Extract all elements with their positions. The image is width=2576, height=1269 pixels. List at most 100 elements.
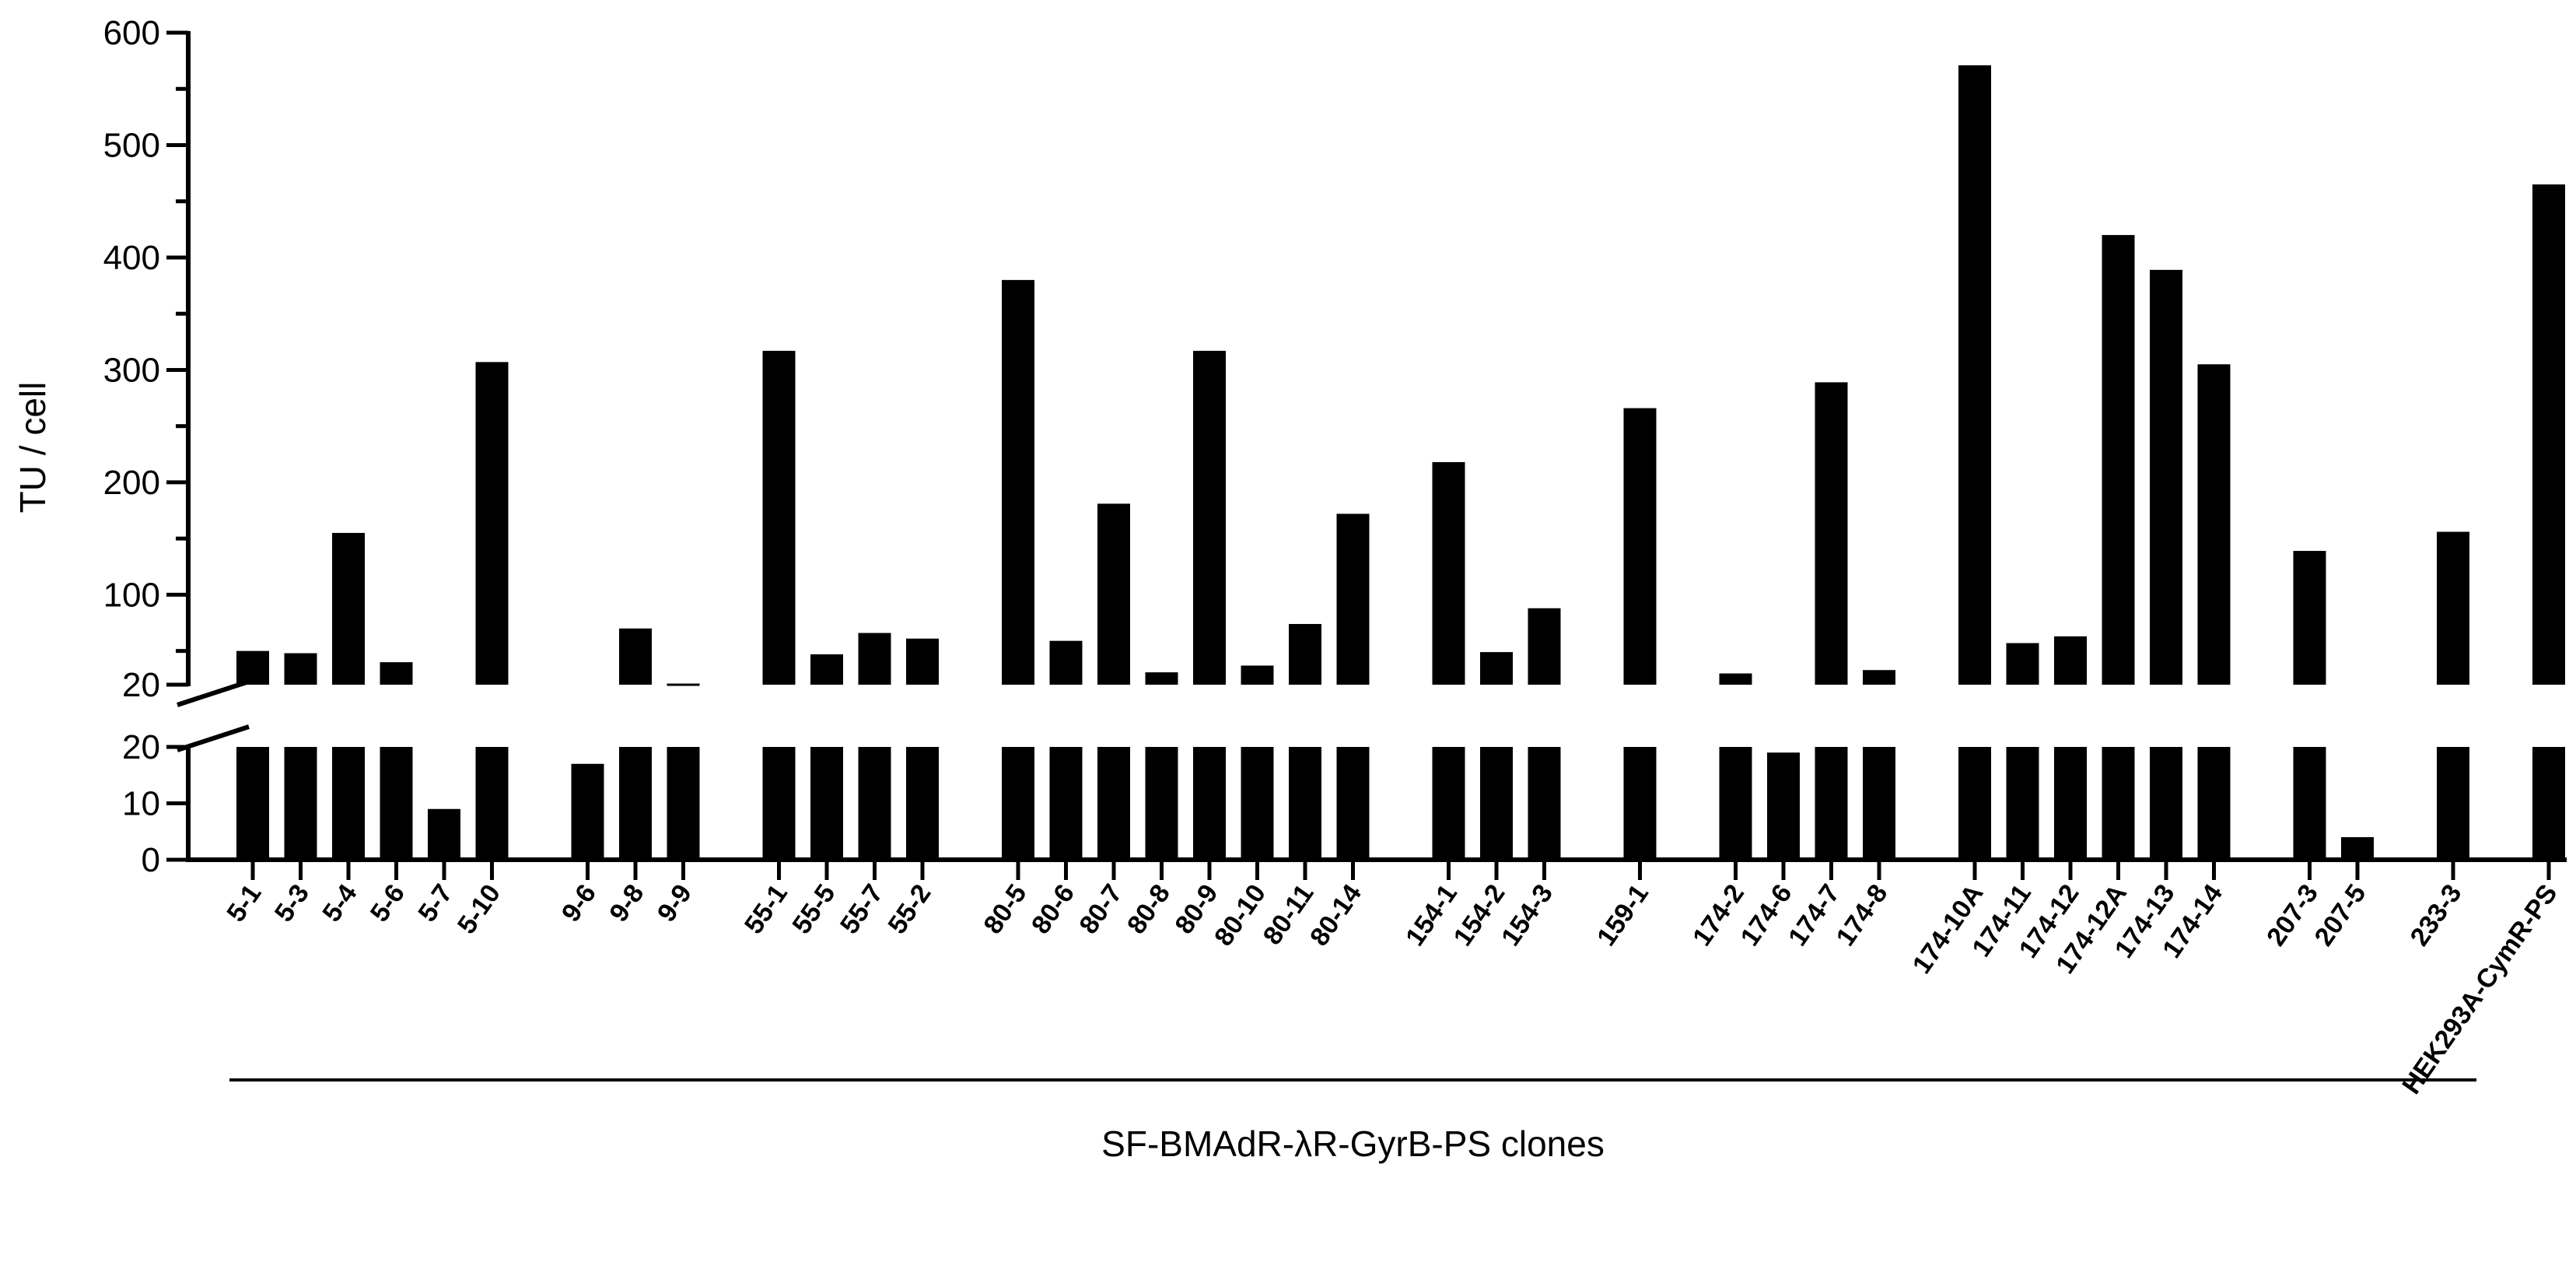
bar-174-12A bbox=[2102, 235, 2135, 685]
y-axis-title: TU / cell bbox=[12, 382, 53, 514]
bar-154-2-lower bbox=[1480, 747, 1513, 860]
bar-9-9 bbox=[667, 683, 700, 686]
bar-174-12 bbox=[2054, 636, 2087, 685]
bar-55-1 bbox=[762, 350, 796, 685]
y-tick-label: 100 bbox=[103, 576, 160, 614]
x-tick-label: 80-8 bbox=[1122, 879, 1176, 940]
bar-159-1-lower bbox=[1623, 747, 1657, 860]
bar-5-3 bbox=[284, 653, 317, 685]
x-tick-label: 80-11 bbox=[1258, 879, 1320, 951]
bar-80-7-lower bbox=[1097, 747, 1130, 860]
bar-80-10-lower bbox=[1241, 747, 1274, 860]
bar-174-10A-lower bbox=[1958, 747, 1991, 860]
bar-5-10 bbox=[475, 362, 509, 685]
break-slash-upper bbox=[177, 679, 250, 707]
y-axis-upper: 20 100 200 300 400 500 600 bbox=[103, 14, 191, 704]
y-axis-lower: 0 10 20 bbox=[122, 728, 191, 879]
bar-5-7 bbox=[428, 808, 460, 860]
y-tick-label: 10 bbox=[122, 785, 160, 823]
break-slash-lower bbox=[177, 724, 250, 752]
bar-80-14 bbox=[1336, 514, 1370, 685]
bar-154-2 bbox=[1480, 652, 1513, 685]
x-tick-label: 207-3 bbox=[2261, 879, 2324, 952]
bar-80-10 bbox=[1241, 665, 1274, 685]
bar-174-8 bbox=[1863, 670, 1895, 685]
bar-55-5 bbox=[810, 654, 843, 685]
x-tick-label: 154-2 bbox=[1448, 879, 1511, 952]
bar-207-3 bbox=[2293, 551, 2326, 685]
x-tick-label: 5-3 bbox=[269, 879, 315, 927]
bar-55-2-lower bbox=[906, 747, 939, 860]
x-tick-label: 55-5 bbox=[786, 879, 841, 940]
x-tick-label: 9-6 bbox=[556, 879, 602, 927]
x-tick-label: 233-3 bbox=[2405, 879, 2468, 952]
bar-5-1 bbox=[236, 650, 269, 685]
bar-174-2 bbox=[1719, 673, 1752, 685]
bars bbox=[236, 65, 2565, 860]
bar-174-11-lower bbox=[2006, 747, 2039, 860]
bar-174-10A bbox=[1958, 65, 1991, 685]
bar-55-7 bbox=[858, 633, 891, 685]
bar-5-4 bbox=[332, 532, 365, 685]
bar-154-1-lower bbox=[1432, 747, 1465, 860]
bar-174-14 bbox=[2197, 364, 2231, 685]
bar-80-11-lower bbox=[1289, 747, 1321, 860]
bar-9-8 bbox=[619, 628, 652, 685]
bar-5-3-lower bbox=[284, 747, 317, 860]
bar-5-6 bbox=[380, 662, 413, 685]
bar-HEK293A-CymR-PS-lower bbox=[2532, 747, 2565, 860]
bar-174-8-lower bbox=[1863, 747, 1895, 860]
bar-174-12-lower bbox=[2054, 747, 2087, 860]
bar-80-14-lower bbox=[1336, 747, 1370, 860]
bar-207-5 bbox=[2341, 837, 2374, 860]
y-tick-label: 200 bbox=[103, 464, 160, 502]
bar-80-6 bbox=[1049, 640, 1083, 685]
x-tick-label: 5-1 bbox=[221, 879, 267, 927]
bar-55-1-lower bbox=[762, 747, 796, 860]
x-tick-label: 80-10 bbox=[1209, 879, 1272, 952]
x-tick-label: 80-6 bbox=[1026, 879, 1080, 940]
x-tick-label: 80-14 bbox=[1304, 879, 1367, 952]
x-tick-label: 5-7 bbox=[412, 879, 458, 927]
bar-154-3-lower bbox=[1528, 747, 1561, 860]
bar-55-2 bbox=[906, 638, 939, 685]
bar-5-4-lower bbox=[332, 747, 365, 860]
y-tick-label: 400 bbox=[103, 239, 160, 277]
bar-55-5-lower bbox=[810, 747, 843, 860]
y-tick-label: 600 bbox=[103, 14, 160, 52]
category-labels: 5-1 5-3 5-4 5-6 5-75-10 9-6 9-8 9-9 55-155-555-7… bbox=[221, 879, 2563, 1099]
x-tick-label: 80-5 bbox=[978, 879, 1032, 940]
bar-233-3 bbox=[2437, 531, 2469, 685]
bar-9-9-lower bbox=[667, 747, 700, 860]
x-tick-label: 207-5 bbox=[2309, 879, 2372, 952]
x-tick-label: 174-10A bbox=[1907, 879, 1990, 980]
bar-174-13-lower bbox=[2150, 747, 2182, 860]
bar-9-6 bbox=[571, 763, 604, 860]
bar-174-7 bbox=[1815, 382, 1848, 685]
x-tick-label: 159-1 bbox=[1591, 879, 1654, 952]
bar-233-3-lower bbox=[2437, 747, 2469, 860]
y-tick-label: 300 bbox=[103, 351, 160, 389]
x-tick-label: 55-7 bbox=[835, 879, 889, 940]
bar-80-9 bbox=[1193, 350, 1226, 685]
clones-bracket-label: SF-BMAdR-λR-GyrB-PS clones bbox=[1101, 1124, 1605, 1164]
bar-HEK293A-CymR-PS bbox=[2532, 184, 2565, 685]
x-axis bbox=[186, 857, 2567, 880]
bar-80-11 bbox=[1289, 623, 1321, 685]
x-tick-label: 80-7 bbox=[1073, 879, 1128, 940]
bar-207-3-lower bbox=[2293, 747, 2326, 860]
x-tick-label: 5-10 bbox=[452, 879, 506, 940]
x-tick-label: 9-9 bbox=[652, 879, 698, 927]
x-tick-label: 174-7 bbox=[1783, 879, 1846, 952]
bar-174-14-lower bbox=[2197, 747, 2231, 860]
x-tick-label: 154-3 bbox=[1496, 879, 1559, 952]
bar-80-8-lower bbox=[1145, 747, 1178, 860]
bar-80-5 bbox=[1002, 279, 1034, 685]
x-tick-label: 154-1 bbox=[1400, 879, 1463, 952]
bar-80-7 bbox=[1097, 503, 1130, 685]
bar-174-2-lower bbox=[1719, 747, 1752, 860]
x-tick-label: 9-8 bbox=[604, 879, 649, 927]
bar-5-6-lower bbox=[380, 747, 413, 860]
x-tick-label: 174-2 bbox=[1687, 879, 1750, 952]
